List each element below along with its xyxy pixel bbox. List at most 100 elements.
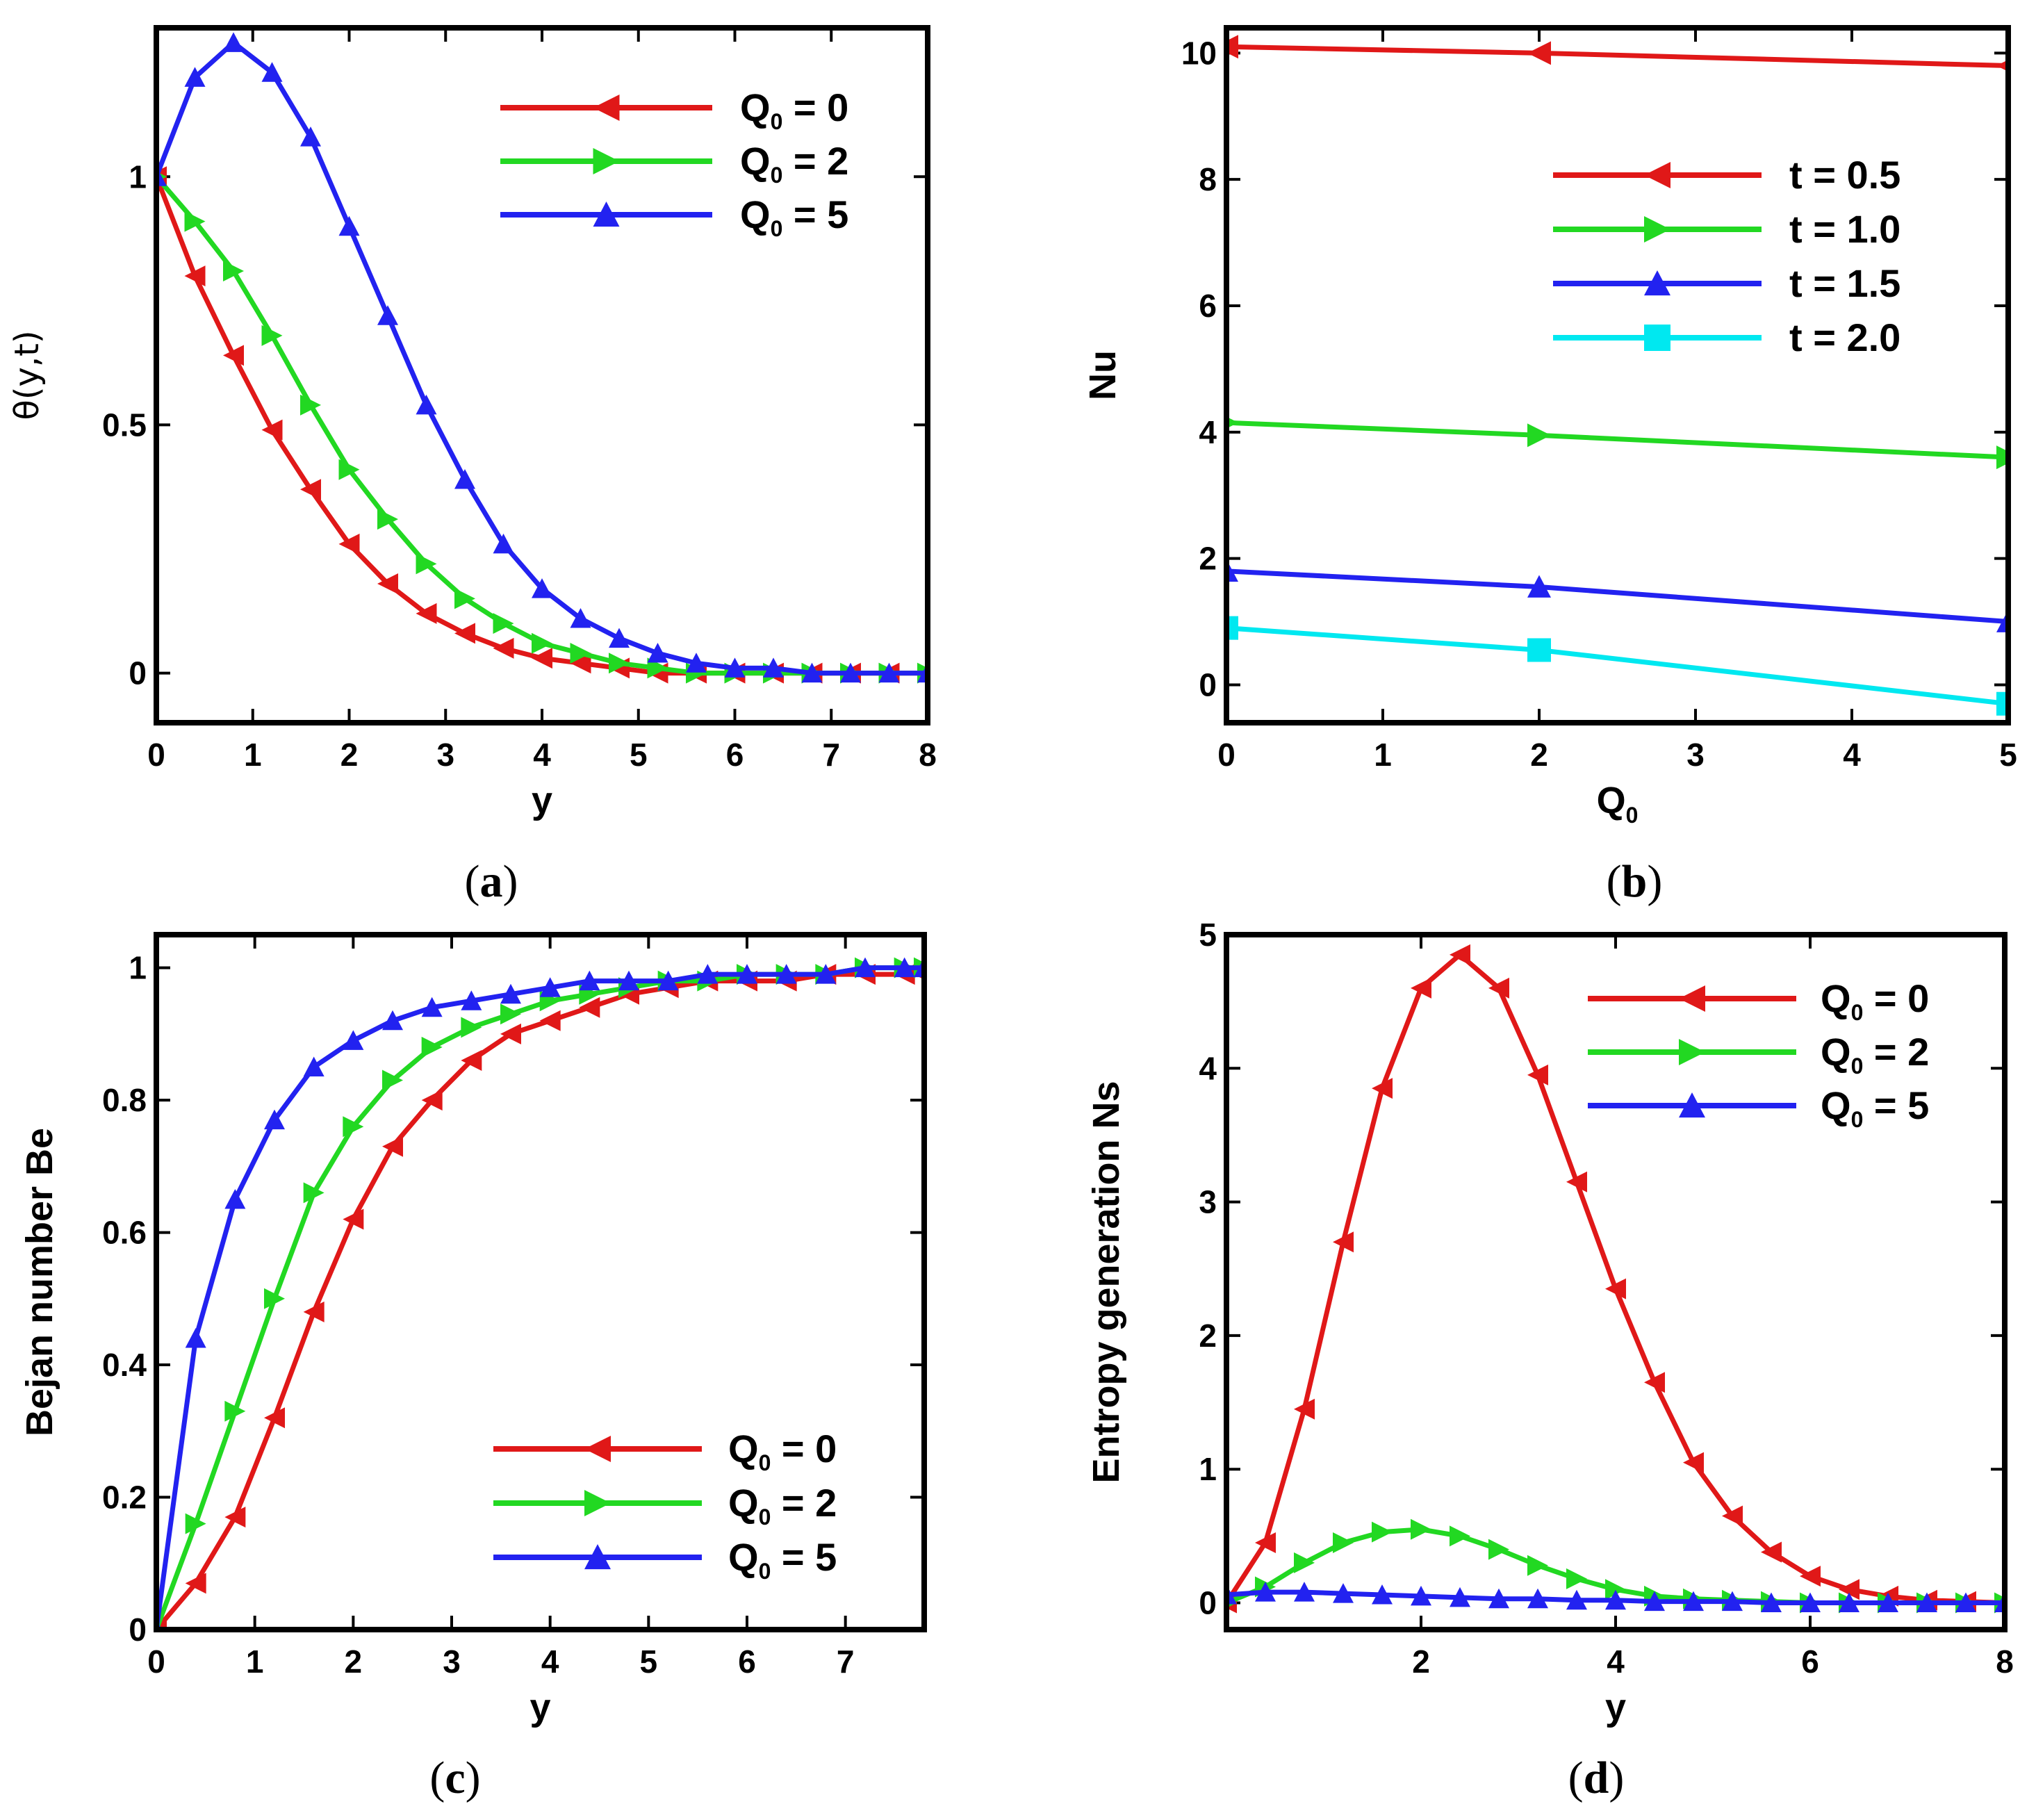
data-point: [1372, 1584, 1393, 1605]
data-point: [493, 533, 514, 554]
data-point: [1450, 1587, 1470, 1607]
data-point: [1996, 609, 2008, 632]
data-point: [894, 957, 915, 978]
data-point: [1527, 575, 1551, 598]
legend-label-subscript: 0: [759, 1505, 771, 1530]
y-tick-label: 8: [1199, 161, 1217, 197]
data-point: [1333, 1532, 1354, 1553]
series-line-3: [1226, 568, 2008, 625]
data-point: [416, 602, 437, 624]
legend-label-subscript: 0: [759, 1450, 771, 1475]
legend-marker: [1679, 1039, 1705, 1065]
data-point: [300, 479, 321, 500]
data-point: [500, 1003, 521, 1025]
data-point: [493, 613, 514, 634]
legend-label-rest: = 5: [782, 192, 848, 236]
x-axis-label-subscript: 0: [1626, 803, 1639, 828]
data-point: [1255, 1582, 1276, 1602]
legend: Q0 = 0 Q0 = 2Q0 = 5: [500, 85, 848, 241]
legend-label-rest: = 5: [1863, 1083, 1929, 1127]
data-point: [461, 990, 482, 1010]
legend-label-rest: = 0: [782, 85, 848, 129]
data-point: [579, 997, 600, 1018]
data-point: [1566, 1589, 1587, 1610]
data-point: [303, 1182, 325, 1204]
legend-label-rest: = 2: [771, 1481, 837, 1525]
legend-label-subscript: 0: [771, 163, 783, 188]
plot-frame: [154, 25, 930, 725]
y-axis-label: Entropy generation Ns: [1085, 1081, 1127, 1483]
y-tick-label: 10: [1181, 35, 1217, 71]
x-tick-label: 5: [640, 1643, 658, 1680]
data-point: [454, 588, 475, 609]
data-point: [1527, 1588, 1548, 1609]
data-point: [570, 653, 591, 674]
data-point: [377, 305, 398, 325]
legend-label: Q0 = 5: [1821, 1083, 1929, 1132]
data-point: [697, 964, 719, 984]
legend-label-subscript: 0: [771, 109, 783, 134]
data-point: [500, 983, 521, 1004]
data-point: [343, 1030, 364, 1050]
legend-label: Q0 = 0: [1821, 976, 1929, 1025]
legend-label: Q0 = 0: [728, 1427, 837, 1475]
data-point: [1226, 559, 1238, 582]
data-point: [1839, 1579, 1860, 1600]
legend-marker: [1679, 985, 1705, 1012]
legend-item-1: Q0 = 0: [1588, 976, 1929, 1025]
data-point: [1722, 1505, 1743, 1527]
legend-label: t = 2.0: [1789, 315, 1900, 359]
legend-marker: [584, 1436, 611, 1462]
y-tick-label: 3: [1199, 1184, 1217, 1220]
data-point: [570, 608, 591, 628]
y-tick-label: 5: [1199, 917, 1217, 953]
data-point: [224, 1507, 246, 1528]
data-point: [421, 1036, 443, 1058]
legend-item-4: t = 2.0: [1553, 315, 1900, 359]
x-tick-label: 6: [738, 1643, 756, 1680]
data-point: [579, 970, 600, 991]
data-point: [382, 1069, 403, 1091]
data-point: [300, 126, 321, 147]
y-tick-label: 0.2: [102, 1479, 147, 1516]
data-point: [1294, 1582, 1315, 1602]
data-point: [1916, 1592, 1937, 1613]
legend-marker: [1644, 325, 1670, 351]
legend-item-1: Q0 = 0: [493, 1427, 837, 1475]
data-point: [382, 1010, 403, 1031]
legend-item-3: t = 1.5: [1553, 261, 1900, 305]
data-point: [377, 509, 398, 530]
data-point: [1226, 616, 1238, 640]
data-point: [647, 643, 668, 663]
data-point: [343, 1116, 364, 1138]
data-point: [300, 394, 321, 416]
data-point: [609, 653, 630, 674]
legend: t = 0.5 t = 1.0 t = 1.5 t = 2.0: [1553, 153, 1900, 359]
data-point: [1527, 423, 1551, 448]
legend-label-subscript: 0: [759, 1559, 771, 1584]
data-point: [539, 1010, 561, 1031]
data-point: [801, 662, 823, 683]
legend-marker: [584, 1544, 611, 1570]
data-point: [1605, 1579, 1626, 1600]
legend-marker: [593, 95, 620, 121]
x-tick-label: 2: [345, 1643, 363, 1680]
legend-item-3: Q0 = 5: [493, 1535, 837, 1584]
data-point: [1255, 1532, 1276, 1553]
y-tick-label: 0: [129, 655, 147, 691]
y-axis-label: Nu: [1082, 350, 1124, 400]
data-point: [1450, 944, 1470, 965]
data-point: [1996, 691, 2008, 716]
x-tick-label: 6: [726, 737, 744, 773]
data-point: [416, 394, 437, 415]
y-tick-label: 1: [129, 950, 147, 986]
data-point: [1955, 1592, 1976, 1613]
data-point: [303, 1301, 325, 1322]
x-tick-label: 0: [147, 737, 165, 773]
series-line-4: [1226, 625, 2008, 707]
data-point: [461, 1049, 482, 1071]
data-point: [647, 657, 668, 679]
data-point: [686, 653, 707, 673]
data-point: [224, 1400, 246, 1422]
